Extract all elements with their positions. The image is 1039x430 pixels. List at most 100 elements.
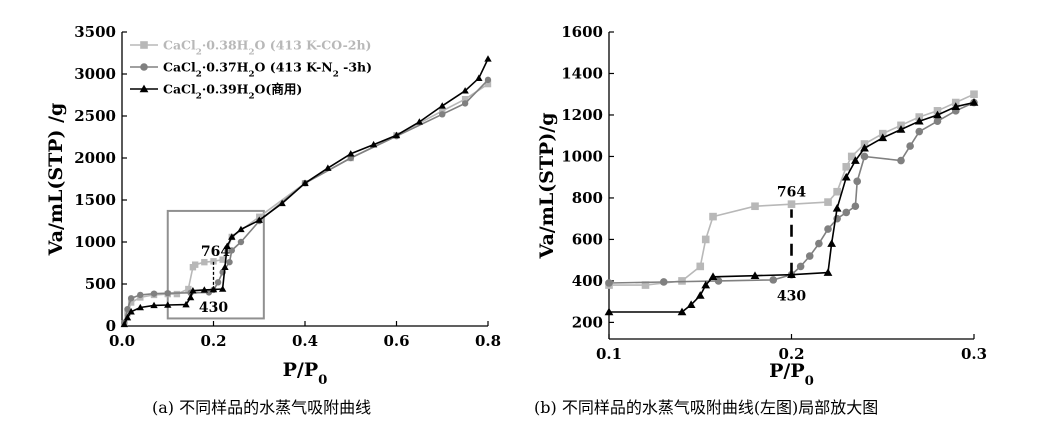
- x-tick-label: 0.2: [778, 345, 804, 363]
- data-point-n2: [226, 258, 233, 266]
- data-point-commercial: [228, 233, 236, 240]
- x-tick-label: 0.8: [475, 332, 501, 350]
- data-point-co: [439, 107, 446, 115]
- data-point-co: [751, 202, 759, 211]
- data-point-n2: [824, 225, 832, 233]
- data-point-co: [192, 261, 199, 268]
- data-point-commercial: [701, 280, 711, 289]
- data-point-commercial: [484, 55, 492, 62]
- series-line-co: [123, 83, 489, 324]
- data-point-co: [787, 200, 796, 208]
- y-tick-label: 1000: [74, 233, 116, 251]
- x-tick-label: 0.0: [109, 332, 135, 350]
- data-point-commercial: [914, 116, 924, 125]
- data-point-commercial: [841, 172, 851, 181]
- data-point-commercial: [832, 203, 842, 212]
- data-point-commercial: [218, 285, 227, 292]
- legend: CaCl2·0.38H2O (413 K-CO-2h)CaCl2·0.37H2O…: [130, 38, 372, 102]
- data-point-commercial: [969, 98, 979, 106]
- data-point-n2: [851, 202, 860, 211]
- legend-label-co: CaCl2·0.38H2O (413 K-CO-2h): [163, 38, 371, 58]
- data-point-commercial: [164, 301, 172, 308]
- data-point-co: [201, 258, 208, 266]
- data-point-n2: [150, 290, 158, 297]
- y-tick-label: 2500: [74, 107, 116, 125]
- legend-label-commercial: CaCl2·0.39H2O(商用): [163, 82, 302, 102]
- y-tick-label: 3500: [74, 23, 116, 41]
- data-point-n2: [933, 117, 942, 125]
- x-tick-label: 0.1: [596, 345, 622, 363]
- data-point-commercial: [878, 133, 888, 142]
- y-tick-label: 500: [85, 275, 116, 293]
- data-point-commercial: [823, 268, 833, 276]
- x-axis-label: P/P0: [769, 360, 814, 389]
- data-point-co: [173, 290, 181, 298]
- data-point-commercial: [186, 293, 195, 301]
- data-point-n2: [659, 278, 668, 286]
- y-tick-label: 1400: [561, 64, 603, 82]
- y-tick-label: 400: [572, 272, 603, 290]
- data-point-n2: [214, 279, 222, 286]
- data-point-co: [696, 262, 705, 271]
- y-tick-label: 1600: [561, 23, 603, 41]
- data-point-commercial: [415, 118, 424, 125]
- data-point-commercial: [223, 242, 231, 249]
- legend-label-n2: CaCl2·0.37H2O (413 K-N2 -3h): [163, 60, 372, 80]
- y-tick-label: 1500: [74, 191, 116, 209]
- data-point-n2: [605, 279, 613, 287]
- data-point-n2: [853, 177, 861, 186]
- data-point-co: [833, 187, 841, 196]
- data-point-n2: [842, 208, 851, 217]
- data-point-commercial: [438, 102, 446, 109]
- data-point-n2: [137, 291, 144, 299]
- data-point-n2: [237, 238, 245, 246]
- data-point-co: [641, 281, 650, 289]
- legend-marker-n2: [140, 63, 148, 71]
- data-point-co: [709, 212, 717, 221]
- data-point-commercial: [200, 286, 209, 293]
- data-point-commercial: [896, 125, 906, 133]
- data-point-co: [210, 258, 217, 265]
- annotation-764: 764: [777, 184, 806, 200]
- x-tick-label: 0.4: [292, 332, 318, 350]
- data-point-commercial: [827, 239, 837, 247]
- data-point-commercial: [301, 179, 309, 186]
- data-point-n2: [815, 239, 823, 248]
- data-point-commercial: [255, 216, 263, 223]
- legend-marker-co: [140, 41, 148, 49]
- zoom-region-box: [166, 209, 265, 320]
- data-point-n2: [461, 100, 469, 107]
- data-point-co: [127, 299, 135, 306]
- y-tick-label: 200: [572, 313, 603, 331]
- data-point-commercial: [237, 225, 245, 233]
- data-point-n2: [769, 276, 778, 284]
- data-point-n2: [164, 290, 171, 297]
- caption-a: (a) 不同样品的水蒸气吸附曲线: [152, 398, 372, 417]
- data-point-co: [847, 152, 856, 161]
- chart-b: 0.1 0.2 0.3 200 400 600 800 1000 1200 1400 1600 P/P…: [536, 23, 987, 389]
- data-point-commercial: [695, 291, 705, 299]
- y-tick-label: 800: [572, 189, 603, 207]
- data-point-commercial: [324, 164, 332, 171]
- data-point-co: [484, 80, 492, 88]
- x-tick-label: 0.3: [961, 345, 987, 363]
- annotation-430: 430: [777, 289, 806, 305]
- data-point-commercial: [461, 87, 469, 94]
- caption-b: (b) 不同样品的水蒸气吸附曲线(左图)局部放大图: [534, 398, 879, 417]
- data-point-n2: [124, 306, 131, 313]
- data-point-n2: [915, 127, 924, 136]
- data-point-commercial: [686, 300, 696, 309]
- data-point-co: [219, 256, 226, 263]
- data-point-n2: [484, 76, 492, 84]
- series-line-commercial: [123, 58, 489, 325]
- y-tick-label: 2000: [74, 149, 116, 167]
- legend-marker-commercial: [139, 84, 149, 93]
- series-commercial: [604, 98, 979, 316]
- data-point-co: [824, 198, 832, 206]
- y-tick-label: 1000: [561, 147, 603, 165]
- data-point-commercial: [150, 301, 158, 309]
- y-tick-label: 1200: [561, 106, 603, 124]
- x-axis-label: P/P0: [283, 359, 328, 388]
- data-point-co: [185, 285, 192, 293]
